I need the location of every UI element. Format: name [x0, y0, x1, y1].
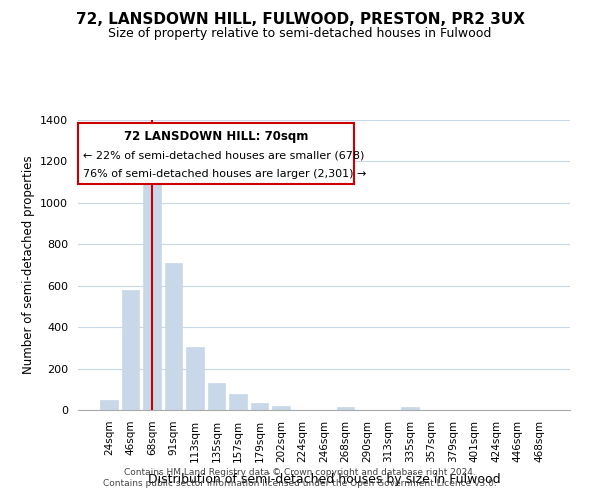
Text: 76% of semi-detached houses are larger (2,301) →: 76% of semi-detached houses are larger (…: [83, 170, 366, 179]
Y-axis label: Number of semi-detached properties: Number of semi-detached properties: [22, 156, 35, 374]
Bar: [122, 290, 139, 410]
FancyBboxPatch shape: [78, 123, 353, 184]
Bar: [100, 400, 118, 410]
Bar: [229, 394, 247, 410]
Text: Contains HM Land Registry data © Crown copyright and database right 2024.
Contai: Contains HM Land Registry data © Crown c…: [103, 468, 497, 487]
Text: 72 LANSDOWN HILL: 70sqm: 72 LANSDOWN HILL: 70sqm: [124, 130, 308, 143]
Text: 72, LANSDOWN HILL, FULWOOD, PRESTON, PR2 3UX: 72, LANSDOWN HILL, FULWOOD, PRESTON, PR2…: [76, 12, 524, 28]
Bar: [165, 263, 182, 410]
X-axis label: Distribution of semi-detached houses by size in Fulwood: Distribution of semi-detached houses by …: [148, 473, 500, 486]
Bar: [272, 406, 290, 410]
Text: ← 22% of semi-detached houses are smaller (678): ← 22% of semi-detached houses are smalle…: [83, 150, 364, 160]
Bar: [251, 403, 268, 410]
Bar: [187, 347, 203, 410]
Text: Size of property relative to semi-detached houses in Fulwood: Size of property relative to semi-detach…: [109, 28, 491, 40]
Bar: [401, 407, 419, 410]
Bar: [208, 383, 225, 410]
Bar: [337, 407, 354, 410]
Bar: [143, 182, 161, 410]
